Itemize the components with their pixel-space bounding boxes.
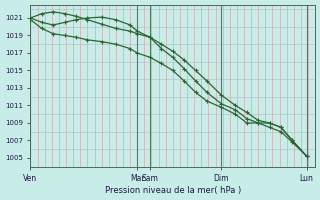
X-axis label: Pression niveau de la mer( hPa ): Pression niveau de la mer( hPa ) bbox=[105, 186, 241, 195]
